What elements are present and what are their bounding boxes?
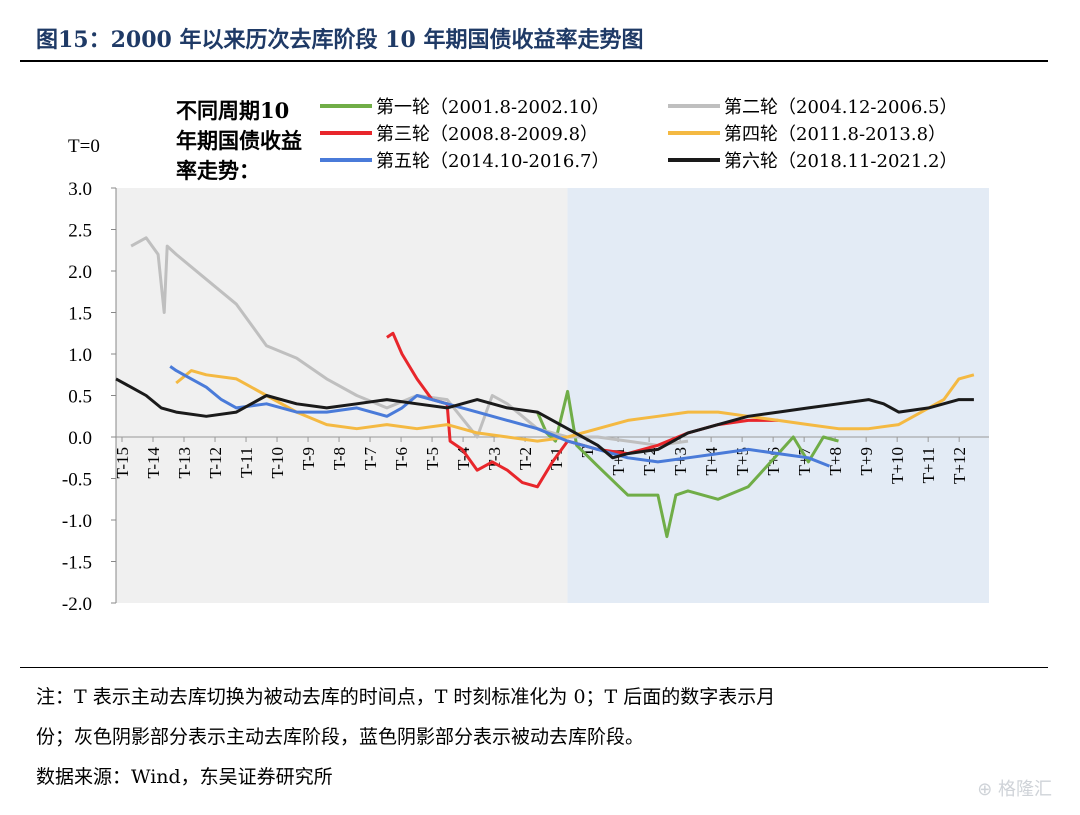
top-rule: [20, 60, 1048, 62]
x-tick-label: T-2: [516, 447, 535, 470]
x-tick-label: T-13: [175, 447, 194, 479]
y-tick-label: -1.5: [62, 553, 92, 574]
x-tick-label: T+3: [671, 447, 690, 475]
note-line-1: 注：T 表示主动去库切换为被动去库的时间点，T 时刻标准化为 0；T 后面的数字…: [36, 686, 776, 708]
y-tick-label: 1.0: [68, 345, 92, 366]
source-note: 数据来源：Wind，东吴证券研究所: [36, 766, 333, 788]
x-tick-label: T-4: [454, 447, 473, 470]
legend-label: 第五轮（2014.10-2016.7）: [376, 151, 610, 172]
x-tick-label: T-15: [113, 447, 132, 479]
note-line-2: 份；灰色阴影部分表示主动去库阶段，蓝色阴影部分表示被动去库阶段。: [36, 726, 645, 748]
legend-label: 第三轮（2008.8-2009.8）: [376, 124, 598, 145]
series-line-6: [115, 377, 974, 460]
legend-label: 第二轮（2004.12-2006.5）: [724, 97, 958, 118]
legend-label: 第一轮（2001.8-2002.10）: [376, 97, 610, 118]
y-axis-title: T=0: [68, 136, 100, 157]
x-tick-label: T+12: [950, 447, 969, 484]
x-tick-label: T+4: [702, 447, 721, 476]
figure-title: 图15：2000 年以来历次去库阶段 10 年期国债收益率走势图: [36, 27, 644, 53]
x-tick-label: T-9: [299, 447, 318, 470]
series-line-5: [169, 365, 831, 468]
x-tick-label: T-7: [361, 447, 380, 470]
x-tick-label: T-6: [392, 447, 411, 470]
y-tick-label: 0.5: [68, 387, 92, 408]
y-tick-label: 1.5: [68, 304, 92, 325]
chart: 3.0 2.5 2.0 1.5 1.0 0.5 0.0 -0.5 -1.0 -1.5 -2.0 T=0…: [62, 97, 989, 615]
series-line-1: [536, 389, 839, 539]
y-tick-label: -1.0: [62, 511, 92, 532]
x-tick-label: T+9: [857, 447, 876, 475]
x-tick-label: T+5: [733, 447, 752, 475]
legend-group-title: 不同周期10年期国债收益率走势：: [176, 98, 302, 183]
y-tick-label: -2.0: [62, 594, 92, 615]
x-tick-label: T-8: [330, 447, 349, 470]
bottom-rule: [20, 667, 1048, 668]
x-tick-label: T+8: [826, 447, 845, 475]
x-tick-label: T-11: [237, 447, 256, 478]
watermark-logo: ⊕ 格隆汇: [977, 779, 1052, 800]
y-tick-label: 0.0: [68, 428, 92, 449]
x-tick-label: T-5: [423, 447, 442, 470]
legend-label: 第四轮（2011.8-2013.8）: [724, 124, 946, 145]
legend-label: 第六轮（2018.11-2021.2）: [724, 151, 958, 172]
x-tick-label: T+11: [919, 447, 938, 483]
shading-region-passive: [567, 188, 989, 603]
shading-region-active: [116, 188, 568, 603]
y-tick-label: -0.5: [62, 470, 92, 491]
y-tick-label: 2.0: [68, 262, 92, 283]
x-tick-label: T-10: [268, 447, 287, 479]
x-tick-label: T-12: [206, 447, 225, 479]
x-tick-label: T+7: [795, 447, 814, 476]
x-tick-label: T-14: [144, 447, 163, 479]
x-tick-label: T: [578, 446, 597, 457]
x-tick-label: T+10: [888, 447, 907, 484]
series-line-3: [386, 331, 779, 489]
y-tick-label: 3.0: [68, 179, 92, 200]
y-tick-label: 2.5: [68, 221, 92, 242]
